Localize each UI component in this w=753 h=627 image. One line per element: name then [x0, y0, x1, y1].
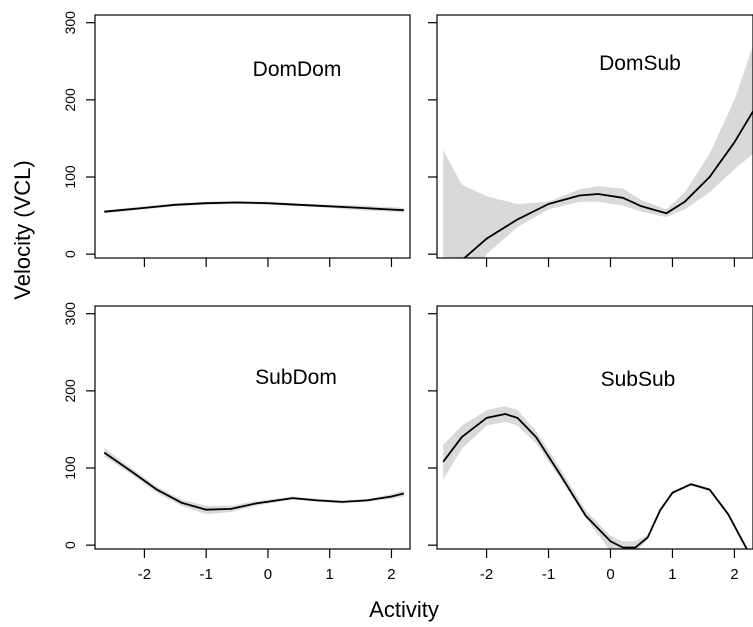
y-tick-label: 100 [62, 165, 78, 189]
fit-line [442, 413, 748, 549]
x-tick-label: 1 [668, 566, 676, 583]
panel-title: SubDom [255, 366, 337, 389]
x-tick-label: 2 [387, 566, 395, 583]
panels: DomDom0100200300DomSubSubDom0100200300-2… [62, 11, 753, 583]
y-tick-label: 200 [62, 379, 78, 403]
plot-frame [94, 14, 411, 259]
x-tick-label: 0 [606, 566, 614, 583]
y-tick-label: 100 [62, 456, 78, 480]
y-tick-label: 0 [62, 541, 78, 549]
plot-frame [94, 305, 411, 550]
panel-title: DomDom [253, 58, 342, 81]
y-tick-label: 300 [62, 11, 78, 35]
fit-line [103, 451, 405, 511]
y-tick-label: 0 [62, 250, 78, 258]
panel-subsub: SubSub -2 -1 0 1 2 [428, 305, 753, 583]
panel-title: SubSub [601, 368, 676, 391]
x-axis-label: Activity [369, 597, 439, 622]
x-tick-label: -2 [480, 566, 493, 583]
y-tick-label: 300 [62, 302, 78, 326]
plot-frame [436, 14, 753, 259]
panel-domsub: DomSub [428, 14, 753, 267]
x-tick-label: 0 [264, 566, 272, 583]
fit-line [104, 201, 404, 213]
y-axis-label: Velocity (VCL) [10, 160, 35, 299]
fit-line [463, 110, 753, 258]
panel-title: DomSub [599, 52, 681, 75]
y-tick-label: 200 [62, 88, 78, 112]
confidence-band [443, 406, 747, 549]
x-tick-label: 2 [730, 566, 738, 583]
x-tick-label: -1 [542, 566, 555, 583]
x-tick-label: 1 [326, 566, 334, 583]
x-tick-label: -2 [138, 566, 151, 583]
panel-domdom: DomDom 0 100 200 300 [62, 11, 411, 267]
plot-frame [436, 305, 753, 550]
confidence-band [443, 45, 753, 258]
panel-subdom: SubDom 0 100 200 300 -2 -1 0 1 2 [62, 302, 411, 583]
x-tick-label: -1 [200, 566, 213, 583]
